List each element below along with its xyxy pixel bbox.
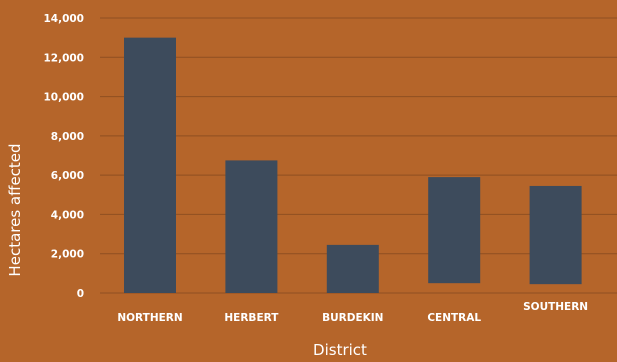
bar-central (428, 177, 481, 284)
bar-northern (124, 37, 176, 294)
x-tick-label: NORTHERN (117, 312, 182, 324)
y-axis-title: Hectares affected (6, 143, 24, 276)
bar-southern (529, 185, 582, 285)
y-tick-label: 8,000 (51, 131, 84, 143)
x-axis-title: District (313, 341, 367, 359)
y-tick-label: 6,000 (51, 170, 84, 182)
y-tick-label: 12,000 (43, 52, 84, 64)
bar-herbert (225, 160, 278, 293)
y-tick-label: 0 (77, 288, 84, 300)
y-tick-labels: 0 2,000 4,000 6,000 8,000 10,000 12,000 14,000 (43, 13, 84, 300)
y-tick-label: 4,000 (51, 209, 84, 221)
x-tick-label: CENTRAL (427, 312, 481, 324)
y-tick-label: 14,000 (43, 13, 84, 25)
bars (124, 37, 582, 294)
bar-burdekin (326, 244, 379, 293)
x-tick-label: BURDEKIN (322, 312, 383, 324)
x-tick-label: SOUTHERN (523, 301, 588, 313)
y-tick-label: 2,000 (51, 249, 84, 261)
x-tick-label: HERBERT (224, 312, 279, 324)
gridlines (100, 17, 617, 294)
x-tick-labels: NORTHERN HERBERT BURDEKIN CENTRAL SOUTHERN (117, 301, 588, 324)
y-tick-label: 10,000 (43, 92, 84, 104)
